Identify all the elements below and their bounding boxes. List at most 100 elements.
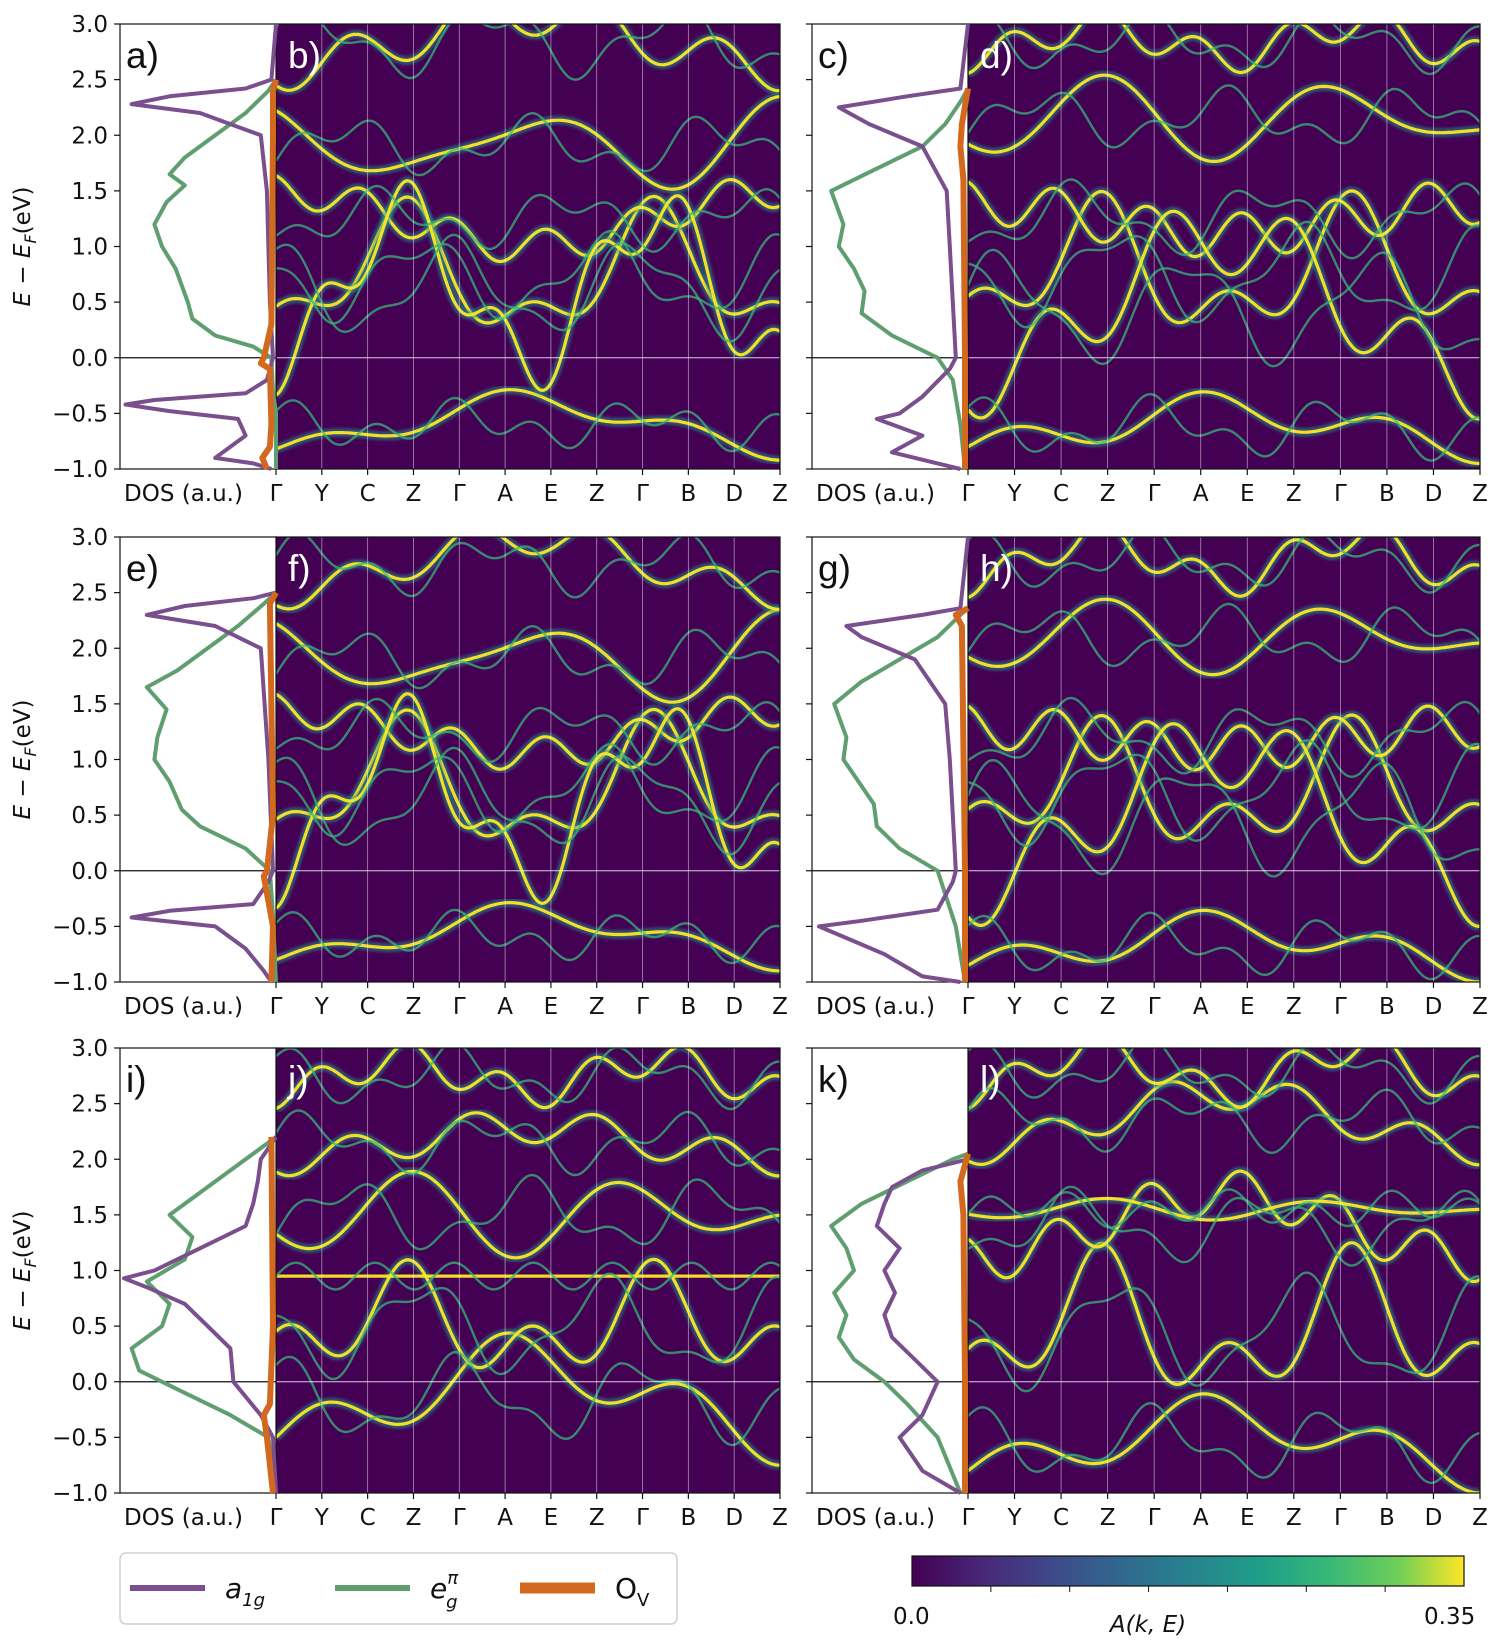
band-secondary-5	[276, 24, 780, 81]
k-point-label: B	[680, 994, 696, 1020]
k-point-label: Z	[406, 481, 422, 507]
k-point-label: E	[1240, 481, 1255, 507]
y-tick-label: 2.0	[71, 123, 108, 149]
dos-panel-label: k)	[818, 1059, 849, 1100]
y-tick-label: −1.0	[52, 457, 108, 483]
panel-row-2: Γ Y C Z Γ A E Z Γ B D Zd) c) DOS (a.u.)	[806, 23, 1488, 507]
spectral-panel-label: b)	[288, 35, 321, 76]
y-tick-label: −0.5	[52, 401, 108, 427]
spectral-panel-label: h)	[980, 548, 1013, 589]
colorbar-gradient	[911, 1555, 1465, 1587]
spectral-bands	[276, 1048, 780, 1470]
band-secondary-2	[968, 739, 1480, 848]
band-4	[276, 94, 780, 191]
band-secondary-3	[276, 697, 780, 766]
k-point-label: D	[725, 481, 743, 507]
dos-axis-label: DOS (a.u.)	[124, 1505, 243, 1531]
dos-curve-eg	[829, 87, 970, 470]
colorbar-min-label: 0.0	[893, 1604, 930, 1630]
band-secondary-5	[968, 1086, 1480, 1154]
spectral-bands	[968, 537, 1480, 982]
dos-curve-a1g	[817, 536, 970, 984]
k-point-label: B	[680, 1505, 696, 1531]
dos-panel-label: a)	[126, 35, 159, 76]
legend-label-sub: g	[446, 1592, 457, 1613]
k-point-label: C	[360, 994, 376, 1020]
k-point-label: Z	[589, 481, 605, 507]
k-point-label: D	[1425, 1505, 1443, 1531]
band-6	[276, 1048, 780, 1110]
y-tick-label: −0.5	[52, 914, 108, 940]
band-3	[968, 704, 1480, 772]
k-point-label: E	[1240, 994, 1255, 1020]
dos-panel-label: e)	[126, 548, 159, 589]
colorbar-max-label: 0.35	[1424, 1604, 1475, 1630]
k-point-label: Γ	[636, 1505, 649, 1531]
k-point-label: C	[1053, 481, 1069, 507]
dos-axis-label: DOS (a.u.)	[816, 994, 935, 1020]
y-axis-label-sub: F	[21, 747, 40, 757]
k-point-label: Z	[1472, 481, 1488, 507]
k-point-label: E	[544, 481, 559, 507]
dos-curve-a1g	[122, 1135, 278, 1494]
dos-curve-eg	[832, 606, 970, 983]
k-point-label: C	[1053, 994, 1069, 1020]
y-tick-label: 1.5	[71, 692, 108, 718]
k-point-label: Z	[589, 1505, 605, 1531]
band-secondary-4	[968, 602, 1480, 668]
band-2	[968, 713, 1480, 841]
dos-axis-label: DOS (a.u.)	[124, 994, 243, 1020]
k-point-label: Γ	[453, 481, 466, 507]
legend-label-sup: π	[447, 1568, 459, 1589]
band-secondary-5	[968, 248, 1480, 368]
band-1	[276, 1331, 780, 1467]
legend-label-sub: 1g	[242, 1590, 265, 1611]
band-secondary-1	[968, 1401, 1480, 1485]
band-secondary-2	[968, 1271, 1480, 1393]
y-tick-label: 2.0	[71, 1147, 108, 1173]
k-point-label: Γ	[1148, 1505, 1161, 1531]
k-point-label: E	[1240, 1505, 1255, 1531]
dos-curve-a1g	[874, 1157, 969, 1495]
y-axis-label-main: E − E	[10, 1267, 36, 1330]
legend: a1g eπ g OV	[119, 1552, 678, 1625]
k-point-label: A	[497, 994, 513, 1020]
band-secondary-3	[968, 696, 1480, 779]
band-secondary-6	[276, 233, 780, 343]
band-2	[276, 194, 780, 325]
k-point-label: Z	[406, 994, 422, 1020]
y-tick-label: 0.5	[71, 1314, 108, 1340]
spectral-background	[968, 1048, 1480, 1493]
legend-label-3: OV	[615, 1572, 650, 1611]
band-2	[276, 707, 780, 838]
k-point-label: Γ	[962, 481, 975, 507]
k-point-label: Z	[589, 994, 605, 1020]
band-secondary-5	[968, 758, 1480, 878]
band-secondary-2	[276, 742, 780, 838]
y-axis-label: E − EF(eV)	[10, 186, 40, 306]
k-point-label: Z	[1100, 994, 1116, 1020]
y-tick-label: 0.0	[71, 859, 108, 885]
k-point-label: Γ	[1148, 481, 1161, 507]
spectral-panel-label: f)	[288, 548, 311, 589]
band-secondary-2	[968, 220, 1480, 329]
k-point-label: Z	[1100, 481, 1116, 507]
band-secondary-2	[276, 1272, 780, 1381]
band-4	[968, 1196, 1480, 1222]
k-point-label: Γ	[636, 994, 649, 1020]
dos-curve-a1g	[123, 23, 278, 471]
colorbar: 0.0 0.35 A(k, E)	[893, 1555, 1475, 1638]
k-point-label: Γ	[1148, 994, 1161, 1020]
band-secondary-1	[276, 1350, 780, 1447]
band-2	[968, 189, 1480, 325]
k-point-label: Γ	[1334, 1505, 1347, 1531]
spectral-panel-label: l)	[980, 1059, 1001, 1100]
k-point-label: Z	[772, 994, 788, 1020]
band-6	[276, 179, 780, 397]
dos-curve-ov	[952, 605, 970, 982]
legend-label-1: a1g	[225, 1572, 265, 1611]
y-tick-label: 0.0	[71, 346, 108, 372]
band-1	[968, 1392, 1480, 1493]
k-point-label: Γ	[270, 1505, 283, 1531]
